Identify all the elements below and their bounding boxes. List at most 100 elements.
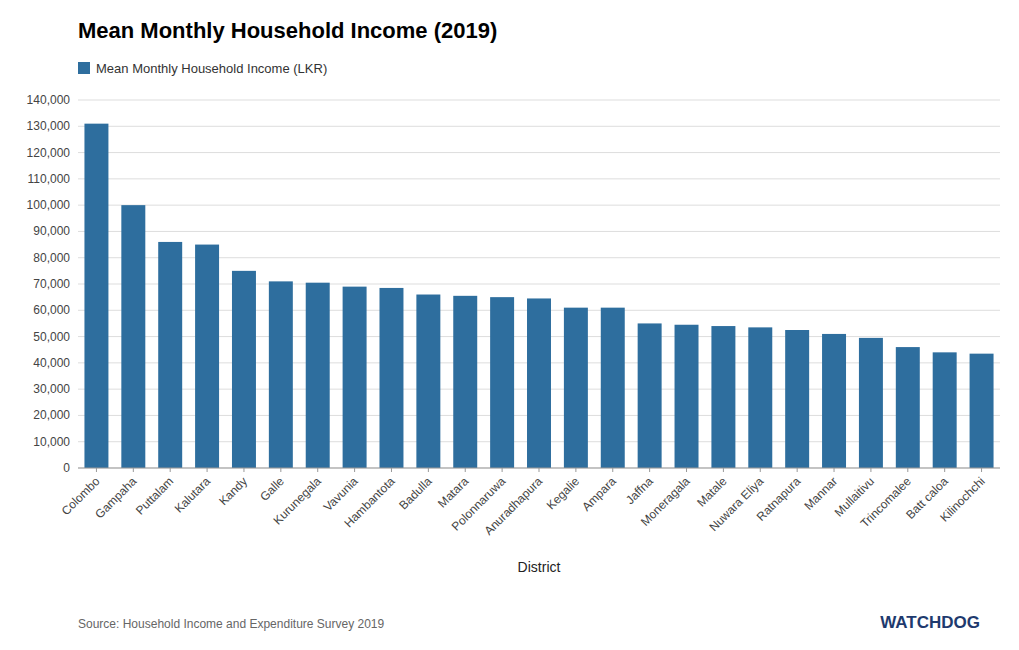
x-tick (612, 468, 613, 472)
x-tick (686, 468, 687, 472)
y-tick-label: 30,000 (33, 382, 70, 396)
y-tick-label: 80,000 (33, 251, 70, 265)
y-tick-label: 60,000 (33, 303, 70, 317)
bar (601, 308, 625, 468)
x-tick (243, 468, 244, 472)
bar (564, 308, 588, 468)
y-tick-label: 70,000 (33, 277, 70, 291)
bar (748, 327, 772, 468)
x-tick-label: Puttalam (133, 474, 176, 517)
x-tick-label: Gampaha (92, 474, 139, 521)
bar (379, 288, 403, 468)
x-tick-label: Badulla (396, 474, 434, 512)
y-tick-label: 0 (63, 461, 70, 475)
x-tick-label: Kalutara (172, 474, 214, 516)
bar (638, 323, 662, 468)
x-tick (280, 468, 281, 472)
grid-line (78, 100, 1000, 101)
y-tick-label: 50,000 (33, 330, 70, 344)
x-tick (649, 468, 650, 472)
x-tick-label: Nuwara Eliya (707, 474, 767, 534)
grid-line (78, 231, 1000, 232)
y-tick-label: 90,000 (33, 224, 70, 238)
x-tick (502, 468, 503, 472)
x-tick (170, 468, 171, 472)
bar (84, 124, 108, 468)
x-tick-label: Hambantota (341, 474, 397, 530)
x-tick (354, 468, 355, 472)
grid-line (78, 178, 1000, 179)
x-tick-label: Trincomalee (858, 474, 915, 531)
x-tick-label: Matale (694, 474, 730, 510)
y-axis: 0 10,000 20,000 30,000 40,000 50,000 60,000 70,… (27, 93, 1000, 475)
bar (933, 352, 957, 468)
bar (158, 242, 182, 468)
legend-swatch (78, 62, 90, 74)
y-tick-label: 120,000 (27, 146, 71, 160)
bar (306, 283, 330, 468)
x-tick (760, 468, 761, 472)
bar (269, 281, 293, 468)
bars (84, 124, 993, 468)
x-tick-label: Ampara (579, 474, 619, 514)
bar (675, 325, 699, 468)
x-tick-label: Kilinochchi (937, 474, 987, 524)
y-tick-label: 40,000 (33, 356, 70, 370)
source-note: Source: Household Income and Expenditure… (78, 617, 385, 631)
x-axis-label: District (518, 559, 561, 575)
bar (121, 205, 145, 468)
title: Mean Monthly Household Income (2019) (78, 18, 497, 43)
x-tick (539, 468, 540, 472)
bar (896, 347, 920, 468)
y-tick-label: 130,000 (27, 119, 71, 133)
x-tick-label: Matara (435, 474, 472, 511)
bar (416, 295, 440, 468)
grid-line (78, 152, 1000, 153)
x-tick (907, 468, 908, 472)
bar (490, 297, 514, 468)
x-tick-label: Ratnapura (754, 474, 804, 524)
x-tick-label: Kegalie (544, 474, 582, 512)
x-tick (834, 468, 835, 472)
x-tick (981, 468, 982, 472)
x-tick (870, 468, 871, 472)
y-tick-label: 20,000 (33, 408, 70, 422)
x-tick (207, 468, 208, 472)
x-tick-label: Galle (257, 474, 287, 504)
bar (859, 338, 883, 468)
legend-label: Mean Monthly Household Income (LKR) (96, 61, 327, 76)
x-tick-label: Jaffna (623, 474, 656, 507)
y-tick-label: 110,000 (28, 172, 71, 186)
x-tick (797, 468, 798, 472)
y-tick-label: 10,000 (33, 435, 70, 449)
x-tick (465, 468, 466, 472)
x-tick (428, 468, 429, 472)
bar (195, 245, 219, 468)
y-tick-label: 140,000 (27, 93, 71, 107)
y-tick-label: 100,000 (27, 198, 71, 212)
x-tick (317, 468, 318, 472)
x-tick-label: Anuradhapura (481, 474, 545, 538)
x-tick (723, 468, 724, 472)
x-axis: ColomboGampahaPuttalamKalutaraKandyGalle… (59, 468, 1000, 538)
x-tick (391, 468, 392, 472)
x-tick-label: Moneragala (638, 474, 693, 529)
bar (785, 330, 809, 468)
x-tick-label: Kurunegala (271, 474, 325, 528)
bar (822, 334, 846, 468)
bar (232, 271, 256, 468)
chart: Mean Monthly Household Income (2019) Mean… (0, 0, 1019, 650)
grid-line (78, 126, 1000, 127)
grid-line (78, 205, 1000, 206)
bar (527, 298, 551, 468)
brand-logo: WATCHDOG (880, 613, 980, 632)
x-tick (944, 468, 945, 472)
x-tick (575, 468, 576, 472)
x-tick (133, 468, 134, 472)
x-tick (96, 468, 97, 472)
x-tick-label: Kandy (216, 474, 250, 508)
legend: Mean Monthly Household Income (LKR) (78, 61, 327, 76)
bar (453, 296, 477, 468)
bar (711, 326, 735, 468)
bar (970, 354, 994, 468)
